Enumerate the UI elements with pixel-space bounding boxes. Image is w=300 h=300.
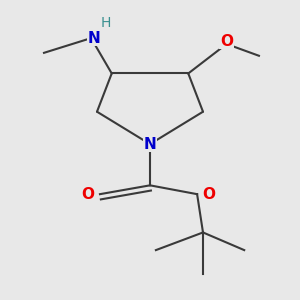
Text: N: N: [88, 31, 100, 46]
Text: O: O: [202, 187, 215, 202]
Text: H: H: [100, 16, 111, 30]
Text: O: O: [82, 187, 95, 202]
Text: N: N: [144, 136, 156, 152]
Text: O: O: [220, 34, 233, 49]
